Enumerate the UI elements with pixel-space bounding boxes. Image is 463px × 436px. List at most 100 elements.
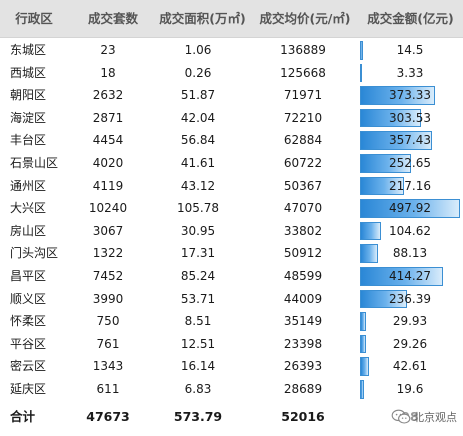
amount-cell: 252.65	[389, 156, 431, 170]
district-cell: 门头沟区	[10, 246, 59, 261]
district-cell: 大兴区	[10, 201, 47, 216]
count-cell: 2871	[92, 110, 124, 125]
area-cell: 17.31	[180, 246, 216, 261]
area-cell: 51.87	[180, 88, 216, 103]
area-cell: 8.51	[184, 314, 212, 329]
table-row: 东城区 23 1.06 136889 14.5	[0, 39, 463, 62]
area-cell: 105.78	[177, 201, 219, 216]
district-cell: 密云区	[10, 359, 47, 374]
amount-cell: 104.62	[389, 223, 431, 238]
area-cell: 16.14	[180, 359, 216, 374]
amount-bar	[360, 221, 381, 241]
area-cell: 43.12	[180, 178, 216, 193]
watermark: 北京观点	[368, 404, 463, 430]
amount-bar	[360, 334, 366, 354]
amount-bar	[360, 312, 366, 331]
count-cell: 3990	[92, 291, 124, 306]
total-label: 合计	[10, 409, 36, 424]
table-row: 延庆区 611 6.83 28689 19.6	[0, 378, 463, 401]
area-cell: 6.83	[184, 382, 212, 396]
count-cell: 3067	[92, 223, 124, 238]
amount-bar	[360, 357, 369, 376]
count-cell: 1343	[92, 359, 124, 374]
price-cell: 125668	[280, 65, 326, 80]
amount-cell: 3.33	[396, 65, 424, 80]
table-row: 密云区 1343 16.14 26393 42.61	[0, 355, 463, 378]
district-cell: 朝阳区	[10, 88, 47, 103]
price-cell: 50367	[283, 178, 323, 193]
district-cell: 顺义区	[10, 291, 47, 306]
area-cell: 30.95	[180, 223, 216, 238]
total-count: 47673	[86, 409, 130, 424]
amount-cell: 303.53	[389, 110, 431, 125]
district-cell: 怀柔区	[10, 314, 47, 329]
amount-bar	[360, 131, 432, 150]
area-cell: 85.24	[180, 269, 216, 283]
amount-cell: 217.16	[389, 178, 431, 193]
amount-cell: 42.61	[392, 359, 428, 374]
count-cell: 750	[96, 314, 120, 329]
district-cell: 房山区	[10, 223, 47, 238]
amount-bar	[360, 267, 444, 286]
district-cell: 东城区	[10, 43, 47, 57]
table-row: 石景山区 4020 41.61 60722 252.65	[0, 152, 463, 175]
header-district: 行政区	[15, 11, 53, 26]
amount-bar	[360, 199, 460, 218]
table-row: 朝阳区 2632 51.87 71971 373.33	[0, 84, 463, 107]
table-row: 平谷区 761 12.51 23398 29.26	[0, 333, 463, 356]
amount-bar	[360, 41, 363, 60]
area-cell: 1.06	[184, 43, 212, 57]
area-cell: 41.61	[180, 156, 216, 170]
table-row: 怀柔区 750 8.51 35149 29.93	[0, 310, 463, 333]
price-cell: 28689	[283, 382, 323, 396]
price-cell: 60722	[283, 156, 323, 170]
table-row: 丰台区 4454 56.84 62884 357.43	[0, 129, 463, 152]
header-price: 成交均价(元/㎡)	[259, 11, 351, 26]
amount-cell: 29.26	[392, 336, 428, 351]
amount-cell: 373.33	[389, 88, 431, 103]
header-area: 成交面积(万㎡)	[159, 11, 246, 26]
price-cell: 23398	[283, 336, 323, 351]
count-cell: 2632	[92, 88, 124, 103]
price-cell: 72210	[283, 110, 323, 125]
total-price: 52016	[281, 409, 325, 424]
area-cell: 0.26	[184, 65, 212, 80]
price-cell: 136889	[280, 43, 326, 57]
price-cell: 50912	[283, 246, 323, 261]
area-cell: 12.51	[180, 336, 216, 351]
amount-cell: 88.13	[392, 246, 428, 261]
count-cell: 18	[100, 65, 116, 80]
table-row: 昌平区 7452 85.24 48599 414.27	[0, 265, 463, 288]
price-cell: 26393	[283, 359, 323, 374]
price-cell: 44009	[283, 291, 323, 306]
price-cell: 48599	[283, 269, 323, 283]
count-cell: 7452	[92, 269, 124, 283]
table-row: 门头沟区 1322 17.31 50912 88.13	[0, 242, 463, 265]
watermark-text: 北京观点	[413, 411, 457, 424]
amount-cell: 497.92	[389, 201, 431, 216]
count-cell: 10240	[88, 201, 128, 216]
total-area: 573.79	[173, 409, 223, 424]
district-cell: 延庆区	[10, 382, 47, 396]
table-row: 顺义区 3990 53.71 44009 236.39	[0, 288, 463, 311]
price-cell: 62884	[283, 133, 323, 148]
amount-cell: 29.93	[392, 314, 428, 329]
count-cell: 4020	[92, 156, 124, 170]
wechat-icon	[391, 409, 411, 424]
district-cell: 石景山区	[10, 156, 59, 170]
amount-bar	[360, 86, 435, 105]
header-count: 成交套数	[87, 11, 138, 26]
district-cell: 西城区	[10, 65, 47, 80]
table-row: 海淀区 2871 42.04 72210 303.53	[0, 107, 463, 130]
amount-bar	[360, 176, 404, 196]
amount-bar	[360, 63, 362, 83]
district-cell: 平谷区	[10, 336, 47, 351]
count-cell: 611	[96, 382, 120, 396]
price-cell: 71971	[283, 88, 323, 103]
count-cell: 23	[100, 43, 116, 57]
district-cell: 丰台区	[10, 133, 47, 148]
price-cell: 33802	[283, 223, 323, 238]
table-row: 房山区 3067 30.95 33802 104.62	[0, 220, 463, 243]
district-cell: 昌平区	[10, 269, 47, 283]
area-cell: 53.71	[180, 291, 216, 306]
